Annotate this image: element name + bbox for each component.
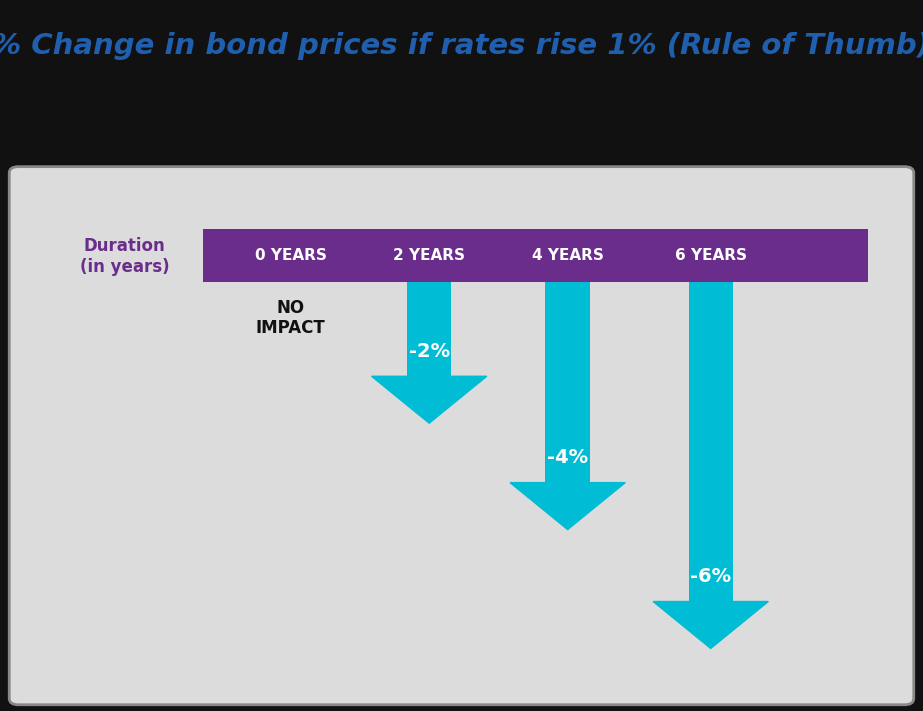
Text: -6%: -6% <box>690 567 731 586</box>
Bar <box>407 282 451 376</box>
Bar <box>203 229 868 282</box>
Text: 4 YEARS: 4 YEARS <box>532 248 604 263</box>
Polygon shape <box>372 376 486 423</box>
Text: 0 YEARS: 0 YEARS <box>255 248 327 263</box>
Bar <box>545 282 590 483</box>
Polygon shape <box>653 602 768 648</box>
Text: 6 YEARS: 6 YEARS <box>675 248 747 263</box>
Text: NO
IMPACT: NO IMPACT <box>256 299 326 338</box>
Text: Duration
(in years): Duration (in years) <box>79 237 170 276</box>
Polygon shape <box>510 483 625 530</box>
Bar <box>689 282 733 602</box>
Text: % Change in bond prices if rates rise 1% (Rule of Thumb): % Change in bond prices if rates rise 1%… <box>0 32 923 60</box>
Text: -4%: -4% <box>547 448 588 467</box>
FancyBboxPatch shape <box>9 166 914 705</box>
Text: -2%: -2% <box>409 341 450 360</box>
Text: 2 YEARS: 2 YEARS <box>393 248 465 263</box>
